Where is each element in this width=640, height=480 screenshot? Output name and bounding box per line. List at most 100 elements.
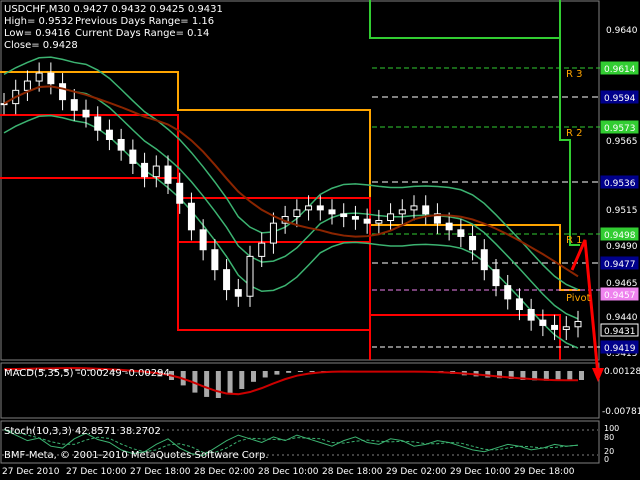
stoch-title: Stoch(10,3,3) 42.8571 38.2702 xyxy=(4,426,161,437)
candle-body xyxy=(351,216,359,220)
candle-body xyxy=(410,205,418,211)
macd-bar xyxy=(485,371,491,378)
candle-body xyxy=(59,83,67,101)
price-tag: 0.9594 xyxy=(604,94,636,104)
candle-body xyxy=(70,99,78,111)
macd-bar xyxy=(497,371,502,379)
candle-body xyxy=(457,229,465,237)
macd-bar xyxy=(122,371,128,372)
stoch-k-line xyxy=(3,429,579,456)
r3-label: R 3 xyxy=(566,69,583,80)
time-label: 29 Dec 02:00 xyxy=(386,467,447,477)
macd-bar xyxy=(51,367,57,371)
candle-body xyxy=(328,209,336,215)
projection-arrow xyxy=(570,239,600,376)
candle-body xyxy=(539,319,547,326)
stoch-axis-label: 20 xyxy=(604,447,614,456)
candle-body xyxy=(551,324,559,330)
price-label: 0.9465 xyxy=(606,279,638,289)
candle-body xyxy=(211,249,219,271)
candle-body xyxy=(269,222,277,244)
candle-body xyxy=(152,165,160,178)
price-tag-bg xyxy=(600,323,639,337)
macd-signal-line xyxy=(3,367,578,396)
price-tag-bg xyxy=(600,256,639,270)
stoch-pane-border xyxy=(0,420,600,464)
stoch-axis-label: 100 xyxy=(604,424,619,433)
macd-bar xyxy=(543,371,549,381)
moving-average-line xyxy=(3,85,579,278)
candle-body xyxy=(363,218,371,224)
candles xyxy=(0,62,582,341)
candle-body xyxy=(305,205,313,211)
pivot-label: Pivot xyxy=(566,293,591,304)
macd-bar xyxy=(215,371,221,398)
macd-bar xyxy=(262,371,268,378)
projection-arrowhead xyxy=(592,368,604,382)
candle-body xyxy=(105,129,113,140)
candle-body xyxy=(422,205,430,215)
macd-bar xyxy=(297,371,303,372)
candle-body xyxy=(129,149,137,164)
close-label: Close= 0.9428 xyxy=(4,40,78,51)
price-tag: 0.9431 xyxy=(604,327,636,337)
price-label: 0.9565 xyxy=(606,137,638,147)
bollinger-middle xyxy=(3,85,579,320)
price-tag: 0.9457 xyxy=(604,291,636,301)
price-label: 0.9515 xyxy=(606,206,638,216)
macd-bar xyxy=(204,371,210,397)
candle-body xyxy=(293,209,301,218)
macd-bar xyxy=(75,368,81,371)
candle-body xyxy=(375,220,383,224)
price-tag: 0.9477 xyxy=(604,260,636,270)
time-label: 28 Dec 10:00 xyxy=(258,467,319,477)
candle-body xyxy=(234,289,242,297)
stoch-axis-label: 0 xyxy=(604,455,609,464)
macd-bar xyxy=(227,371,233,395)
time-label: 27 Dec 18:00 xyxy=(130,467,191,477)
current-days-range: Current Days Range= 0.14 xyxy=(75,28,209,39)
price-label: 0.9640 xyxy=(606,26,638,36)
candle-body xyxy=(492,269,500,287)
macd-title: MACD(5,35,5) -0.00249 -0.00294 xyxy=(4,368,170,379)
candle-body xyxy=(562,326,570,330)
high-label: High= 0.9532 xyxy=(4,16,74,27)
price-tag-bg xyxy=(600,227,639,241)
candle-body xyxy=(117,138,125,151)
macd-bar xyxy=(63,368,69,371)
time-label: 28 Dec 18:00 xyxy=(322,467,383,477)
candle-body xyxy=(398,209,406,215)
candle-body xyxy=(23,80,31,91)
macd-bar xyxy=(110,370,116,372)
candle-body xyxy=(469,235,477,251)
price-tag: 0.9419 xyxy=(604,344,636,354)
candle-body xyxy=(0,103,8,106)
candle-body xyxy=(176,182,184,204)
macd-axis-label: 0.00128 xyxy=(604,367,640,377)
price-tag: 0.9498 xyxy=(604,231,636,241)
candle-body xyxy=(515,298,523,311)
candle-body xyxy=(574,320,582,328)
price-tag-bg xyxy=(600,61,639,75)
macd-axis-label: -0.00781 xyxy=(602,407,640,417)
macd-pane-border xyxy=(0,362,600,419)
candle-body xyxy=(316,205,324,211)
candle-body xyxy=(82,109,90,118)
time-axis: 27 Dec 2010 27 Dec 10:00 27 Dec 18:00 28 De… xyxy=(2,467,575,477)
candle-body xyxy=(199,229,207,251)
price-tags: 0.9614 0.9594 0.9573 0.9536 0.9498 0.9477 0.94… xyxy=(600,61,639,354)
price-label: 0.9415 xyxy=(606,349,638,359)
macd-bar xyxy=(555,371,561,381)
macd-bar xyxy=(274,371,280,375)
macd-bar xyxy=(239,371,245,389)
price-tag-bg xyxy=(600,120,639,134)
price-tag-bg xyxy=(600,287,639,301)
main-pane-border xyxy=(0,0,600,361)
macd-bar xyxy=(251,371,256,382)
r3-level-line xyxy=(369,0,580,246)
macd-bar xyxy=(508,371,514,379)
candle-body xyxy=(94,116,102,131)
pivot-levels xyxy=(0,71,600,291)
